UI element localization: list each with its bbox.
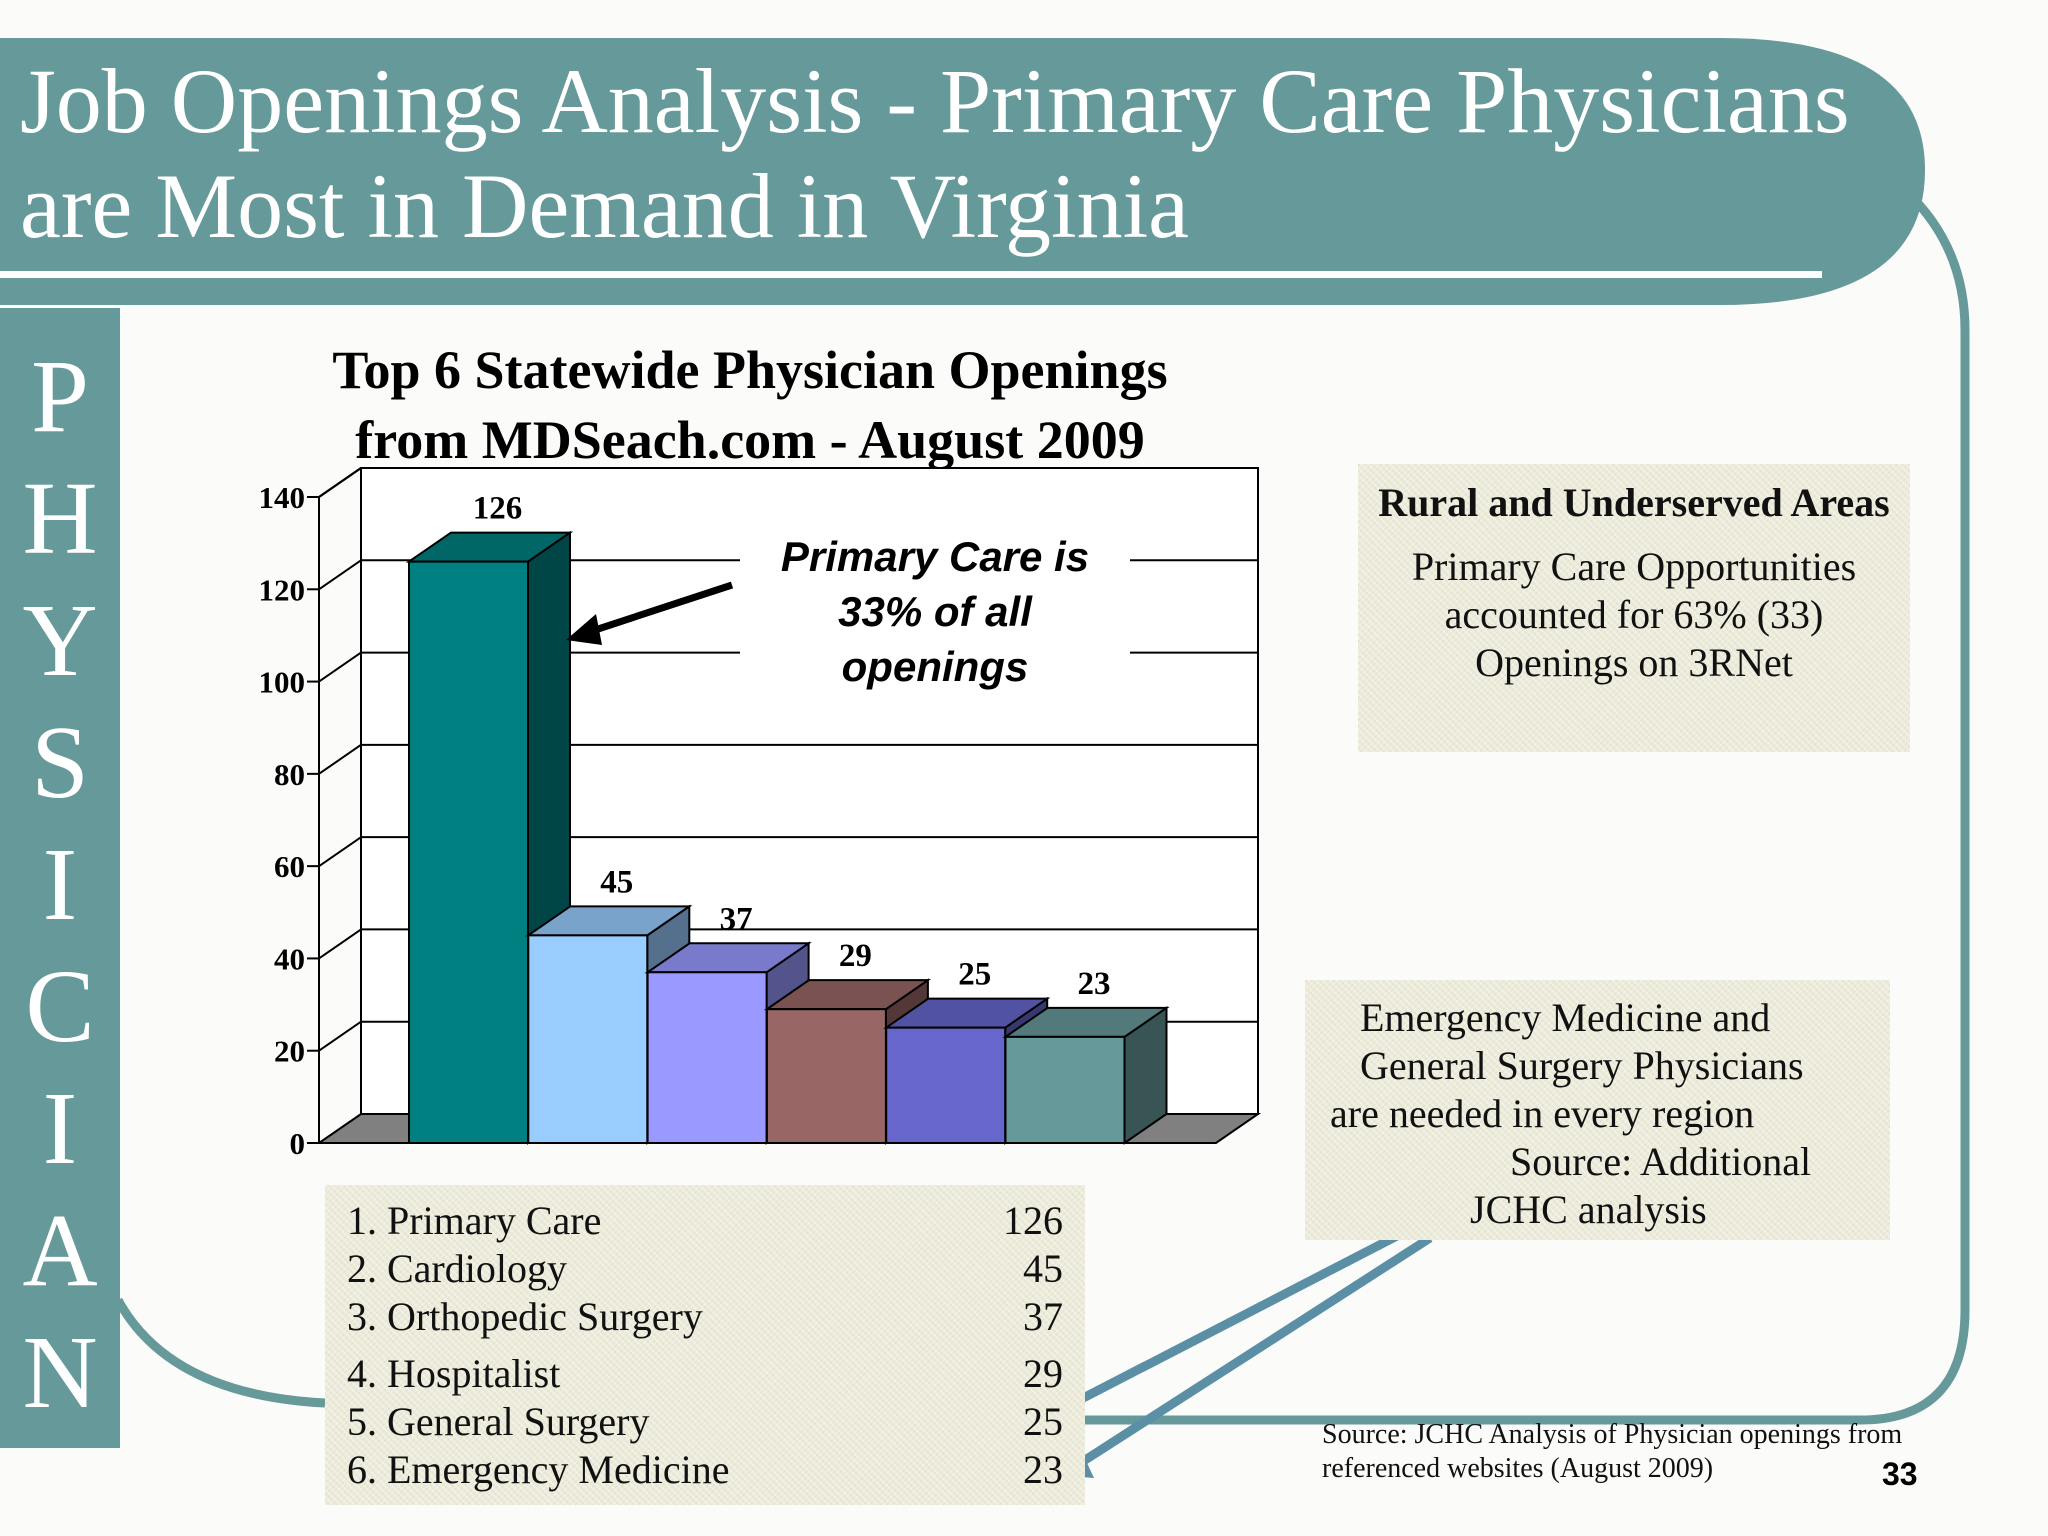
y-tick-label: 20 [274,1034,305,1069]
side-label-letter: C [25,949,95,1064]
page-number: 33 [1882,1456,1918,1492]
bar [646,971,768,1144]
side-label-letter: P [31,339,89,454]
rural-note-title: Rural and Underserved Areas [1378,480,1890,525]
list-item-value: 37 [1023,1294,1063,1339]
bar-data-label: 126 [473,491,523,527]
y-axis-top [318,467,362,498]
bar-data-label: 37 [720,901,753,937]
gridline-diagonal [318,744,362,775]
callout-arrow-head [566,614,602,645]
gridline-diagonal [318,928,362,960]
list-item-label: 2. Cardiology [347,1246,567,1291]
y-tick-label: 100 [259,665,306,700]
chart-title: Top 6 Statewide Physician Openings from … [332,340,1168,470]
list-item-value: 126 [1003,1198,1063,1243]
list-item: 5. General Surgery 25 [347,1398,1063,1446]
list-item-value: 29 [1023,1351,1063,1396]
emergency-note-text: Emergency Medicine and General Surgery P… [1330,995,1812,1232]
note-arrow-shaft [1079,1234,1433,1466]
side-label-letter: Y [22,583,98,698]
side-label-letter: I [42,827,78,942]
list-item: 4. Hospitalist 29 [347,1350,1063,1398]
list-item-value: 45 [1023,1246,1063,1291]
y-tick-label: 140 [259,480,306,515]
chart-callout: Primary Care is 33% of all openings [740,525,1130,698]
side-label-letter: I [42,1071,78,1186]
list-item-label: 1. Primary Care [347,1198,602,1243]
bar-data-label: 23 [1078,966,1111,1002]
slide-title-line-1: Job Openings Analysis - Primary Care Phy… [20,50,1850,152]
list-item-label: 3. Orthopedic Surgery [347,1294,703,1339]
y-tick-label: 120 [259,572,306,607]
bar [885,1026,1007,1144]
side-label-letter: S [31,705,89,820]
list-item-label: 5. General Surgery [347,1399,650,1444]
gridline-diagonal [318,559,362,591]
bar [1004,1035,1126,1145]
list-item: 1. Primary Care 126 [347,1197,1063,1245]
note-arrow-shaft [1057,1218,1427,1414]
list-item-value: 23 [1023,1447,1063,1492]
list-item-value: 25 [1023,1399,1063,1444]
emergency-note-box: Emergency Medicine and General Surgery P… [1305,980,1890,1240]
y-tick-label: 40 [274,941,305,976]
y-tick-label: 0 [290,1126,306,1161]
list-item-label: 6. Emergency Medicine [347,1447,730,1492]
list-item: 2. Cardiology 45 [347,1245,1063,1293]
callout-arrow-shaft [590,581,734,635]
rural-note-box: Rural and Underserved Areas Primary Care… [1358,464,1910,752]
ranking-list: 1. Primary Care 126 2. Cardiology 45 3. Orth… [325,1185,1085,1505]
y-tick-label: 80 [274,757,305,792]
list-item: 6. Emergency Medicine 23 [347,1446,1063,1494]
bar-data-label: 25 [958,957,991,993]
bar [765,1008,887,1145]
gridline-diagonal [318,1020,362,1052]
slide-title-line-2: are Most in Demand in Virginia [20,155,1190,257]
gridline-diagonal [318,836,362,867]
source-note: Source: JCHC Analysis of Physician openi… [1322,1419,1903,1484]
y-tick-label: 60 [274,849,305,884]
gridline-diagonal [318,651,362,683]
rural-note-text: Primary Care Opportunities accounted for… [1411,544,1857,685]
bar-data-label: 45 [600,864,633,900]
bar [527,934,649,1144]
side-label-letter: N [22,1315,98,1430]
bar [408,560,529,1144]
side-label-letter: A [22,1193,98,1308]
bar-data-label: 29 [839,938,872,974]
list-item: 3. Orthopedic Surgery 37 [347,1293,1063,1341]
list-item-label: 4. Hospitalist [347,1351,561,1396]
side-label-letter: H [22,461,98,576]
